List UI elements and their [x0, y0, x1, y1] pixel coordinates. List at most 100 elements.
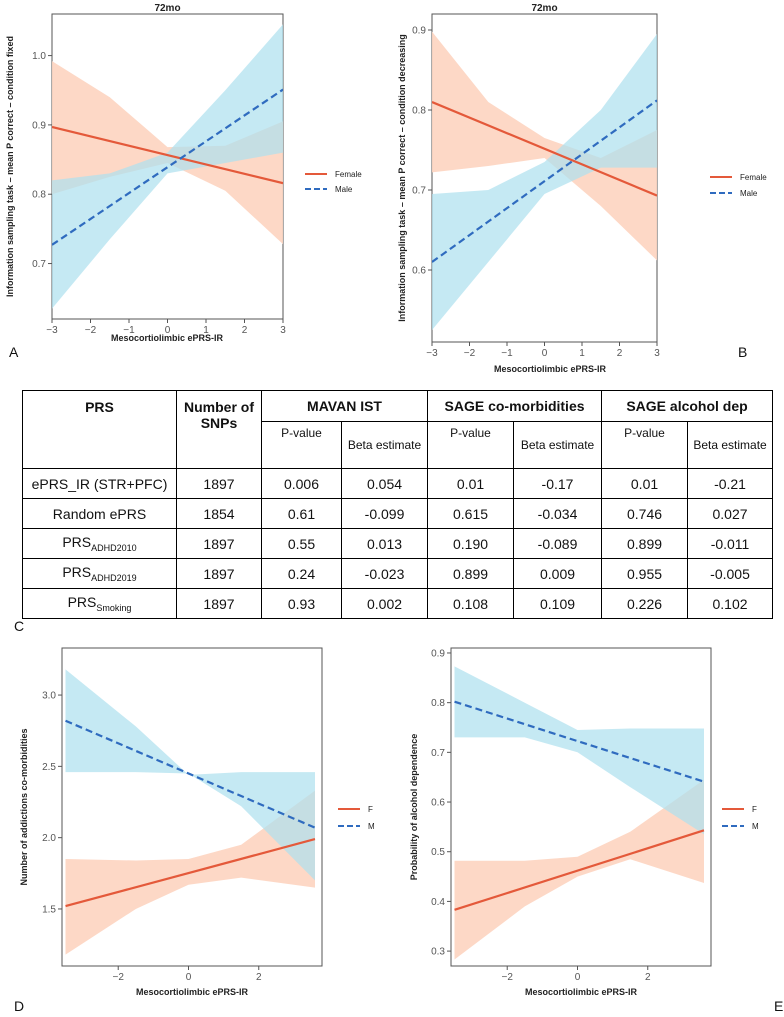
y-tick-label: 0.9: [431, 648, 445, 659]
x-tick-label: −2: [464, 348, 476, 359]
subheader-pvalue: P-value: [261, 421, 342, 469]
y-tick-label: 0.6: [431, 798, 445, 809]
series-line-male: [432, 99, 657, 263]
x-axis-label: Mesocortiolimbic ePRS-IR: [525, 987, 638, 997]
legend-label-m: M: [752, 822, 759, 831]
x-tick-label: −1: [501, 348, 513, 359]
subheader-pvalue: P-value: [601, 421, 689, 469]
cell-snps: 1897: [176, 588, 262, 619]
cell-snps: 1897: [176, 528, 262, 559]
x-tick-label: 1: [203, 325, 209, 336]
y-tick-label: 0.9: [412, 26, 426, 37]
series-line-m: [65, 719, 316, 829]
cell-beta: 0.009: [513, 558, 603, 589]
cell-beta: 0.109: [513, 588, 603, 619]
y-tick-label: 0.7: [431, 748, 445, 759]
legend-label-male: Male: [740, 189, 758, 198]
cell-prs: PRSADHD2019: [22, 558, 177, 589]
cell-beta: 0.027: [687, 498, 774, 529]
y-tick-label: 0.9: [32, 120, 46, 131]
cell-beta: -0.089: [513, 528, 603, 559]
cell-pvalue: 0.01: [427, 468, 515, 499]
chart-title: 72mo: [154, 3, 180, 14]
y-tick-label: 1.5: [42, 904, 56, 915]
cell-pvalue: 0.61: [261, 498, 342, 529]
legend-label-female: Female: [740, 173, 767, 182]
header-sage-alc: SAGE alcohol dep: [601, 390, 774, 422]
x-tick-label: −3: [46, 325, 58, 336]
x-tick-label: 0: [575, 972, 581, 983]
x-axis-label: Mesocortiolimbic ePRS-IR: [111, 333, 224, 343]
table-row: PRSADHD2019 1897 0.24 -0.023 0.899 0.009 0.955…: [22, 558, 774, 589]
cell-beta: -0.034: [513, 498, 603, 529]
plot-area: [432, 31, 657, 330]
x-tick-label: 1: [579, 348, 585, 359]
chart-b: 72mo −3 −2 −1 0 1 2 3 0.6 0.7 0.8 0.9 Mesocortiolimb…: [397, 3, 767, 374]
y-tick-label: 2.5: [42, 762, 56, 773]
panel-label-b: B: [738, 344, 748, 360]
cell-snps: 1897: [176, 558, 262, 589]
y-axis-label: Number of addictions co-morbidities: [19, 728, 29, 885]
cell-snps: 1897: [176, 468, 262, 499]
results-table: PRS Number of SNPs MAVAN IST SAGE co-mor…: [22, 390, 774, 619]
y-tick-label: 3.0: [42, 691, 56, 702]
cell-pvalue: 0.955: [601, 558, 689, 589]
subheader-beta: Beta estimate: [340, 421, 429, 469]
table-row: ePRS_IR (STR+PFC) 1897 0.006 0.054 0.01 -0.17…: [22, 468, 774, 499]
panel-label-c: C: [14, 618, 25, 634]
y-tick-label: 0.4: [431, 897, 445, 908]
cell-pvalue: 0.190: [427, 528, 515, 559]
header-mavan: MAVAN IST: [260, 390, 429, 422]
cell-pvalue: 0.746: [601, 498, 689, 529]
x-tick-label: −2: [85, 325, 97, 336]
legend-label-female: Female: [335, 170, 362, 179]
cell-prs: Random ePRS: [22, 498, 177, 529]
x-axis-label: Mesocortiolimbic ePRS-IR: [136, 987, 249, 997]
y-tick-label: 0.8: [431, 698, 445, 709]
chart-d: −2 0 2 1.5 2.0 2.5 3.0 Mesocortiolimbic ePRS-IR…: [19, 647, 375, 997]
y-axis-label: Probability of alcohol dependence: [409, 734, 419, 881]
cell-pvalue: 0.108: [427, 588, 515, 619]
x-tick-label: −2: [113, 972, 125, 983]
header-sage-co: SAGE co-morbidities: [427, 390, 603, 422]
y-axis-label: Information sampling task – mean P corre…: [5, 36, 15, 297]
chart-a: 72mo −3 −2 −1 0 1 2 3 0.7 0.8 0.9 1.0 Mesocortiolimb…: [5, 3, 362, 343]
cell-prs: PRSSmoking: [22, 588, 177, 619]
cell-beta: 0.054: [340, 468, 429, 499]
table-row: PRSADHD2010 1897 0.55 0.013 0.190 -0.089 0.899…: [22, 528, 774, 559]
cell-pvalue: 0.01: [601, 468, 689, 499]
series-line-female: [432, 100, 657, 197]
cell-pvalue: 0.24: [261, 558, 342, 589]
cell-pvalue: 0.615: [427, 498, 515, 529]
legend-label-m: M: [368, 822, 375, 831]
x-tick-label: 3: [654, 348, 660, 359]
x-tick-label: 0: [186, 972, 192, 983]
cell-beta: -0.21: [687, 468, 774, 499]
x-tick-label: −2: [502, 972, 514, 983]
cell-prs: PRSADHD2010: [22, 528, 177, 559]
cell-pvalue: 0.226: [601, 588, 689, 619]
series-line-f: [65, 838, 316, 908]
cell-beta: -0.023: [340, 558, 429, 589]
y-tick-label: 0.7: [412, 186, 426, 197]
cell-beta: -0.011: [687, 528, 774, 559]
ci-band-female: [432, 31, 657, 261]
x-tick-label: 2: [617, 348, 623, 359]
series-line-male: [52, 88, 283, 246]
cell-pvalue: 0.55: [261, 528, 342, 559]
cell-pvalue: 0.93: [261, 588, 342, 619]
panel-label-e: E: [774, 998, 784, 1014]
x-tick-label: −3: [426, 348, 438, 359]
plot-area: [52, 24, 283, 309]
panel-label-a: A: [9, 344, 19, 360]
y-axis-label: Information sampling task – mean P corre…: [397, 34, 407, 321]
y-tick-label: 0.5: [431, 847, 445, 858]
legend-label-f: F: [752, 805, 757, 814]
cell-pvalue: 0.006: [261, 468, 342, 499]
x-tick-label: 2: [645, 972, 651, 983]
subheader-beta: Beta estimate: [513, 421, 603, 469]
ci-band-m: [454, 666, 704, 835]
header-prs: PRS: [22, 390, 177, 469]
x-tick-label: −1: [123, 325, 135, 336]
legend-label-f: F: [368, 805, 373, 814]
